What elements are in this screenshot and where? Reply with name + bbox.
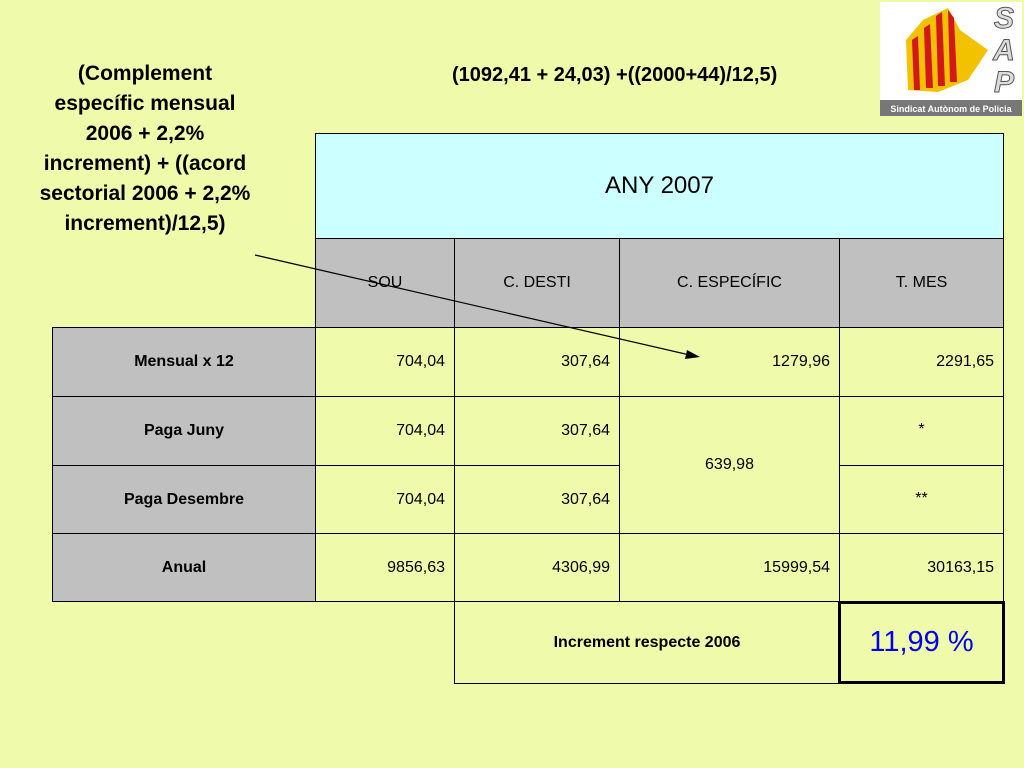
annotation-line: (Complement bbox=[77, 62, 213, 85]
logo-letter: S bbox=[994, 2, 1014, 35]
logo-caption: Sindicat Autònom de Policia bbox=[890, 104, 1012, 114]
row-label: Anual bbox=[52, 533, 316, 602]
column-header: C. DESTI bbox=[454, 238, 620, 328]
annotation-line: específic mensual bbox=[54, 92, 236, 115]
annotation-line: sectorial 2006 + 2,2% bbox=[39, 182, 251, 205]
annotation-line: increment)/12,5) bbox=[64, 212, 226, 235]
logo-band bbox=[880, 100, 1022, 116]
arrow-head bbox=[685, 350, 700, 359]
column-header: SOU bbox=[315, 238, 455, 328]
increment-value: 11,99 % bbox=[838, 601, 1005, 684]
column-header: T. MES bbox=[839, 238, 1004, 328]
logo-stripes bbox=[912, 10, 957, 90]
logo: S A P Sindicat Autònom de Policia bbox=[880, 2, 1022, 116]
row-label: Paga Juny bbox=[52, 396, 316, 466]
formula: (1092,41 + 24,03) +((2000+44)/12,5) bbox=[452, 64, 778, 86]
logo-letter: P bbox=[994, 66, 1015, 99]
row-label: Paga Desembre bbox=[52, 465, 316, 534]
arrow-line bbox=[254, 254, 695, 357]
annotation-line: increment) + ((acord bbox=[43, 152, 247, 175]
annotation-line: 2006 + 2,2% bbox=[85, 122, 205, 145]
logo-letter: A bbox=[992, 34, 1015, 67]
column-header: C. ESPECÍFIC bbox=[619, 238, 840, 328]
table-title: ANY 2007 bbox=[315, 133, 1004, 239]
